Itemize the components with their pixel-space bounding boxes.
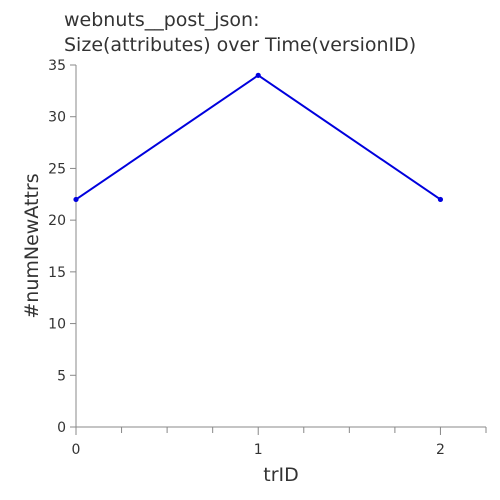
chart-title-line-2: Size(attributes) over Time(versionID) [64,34,416,56]
chart-title-line-1: webnuts__post_json: [64,9,260,31]
y-tick-label: 5 [57,368,66,384]
data-point [255,72,261,78]
data-point [73,196,79,203]
x-axis-minor-ticks [121,427,487,433]
x-tick-label: 1 [254,442,263,458]
y-tick-label: 35 [48,58,66,74]
y-tick-label: 10 [48,317,66,333]
chart-title: webnuts__post_json: Size(attributes) ove… [64,9,416,56]
series-line [75,74,442,201]
data-point [437,196,444,203]
y-tick-label: 0 [57,420,66,436]
y-axis-label: #numNewAttrs [21,173,43,318]
y-tick-label: 15 [48,265,66,281]
y-tick-label: 30 [48,110,66,126]
y-tick-label: 20 [48,213,66,229]
x-tick-label: 0 [72,442,81,458]
x-axis-label: trID [263,464,299,486]
y-axis-ticks: 0 5 10 15 20 25 30 35 [48,58,76,436]
y-tick-label: 25 [48,161,66,177]
x-tick-label: 2 [436,442,445,458]
x-axis-ticks: 0 1 2 [72,427,445,458]
series-layer [73,72,444,203]
